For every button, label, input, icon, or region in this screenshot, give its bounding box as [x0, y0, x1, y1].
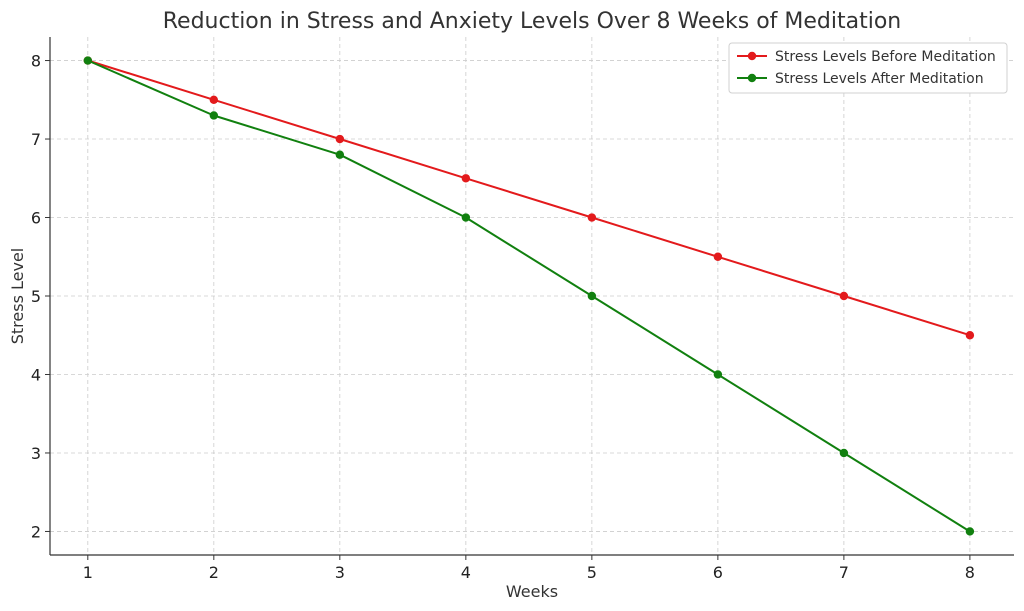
data-point [209, 111, 219, 120]
data-point [335, 134, 345, 144]
x-tick-label: 2 [209, 563, 219, 582]
legend-label: Stress Levels Before Meditation [775, 49, 996, 65]
data-point [209, 95, 219, 104]
x-tick-label: 3 [335, 563, 345, 582]
legend-marker [747, 51, 757, 61]
y-tick-label: 3 [31, 444, 41, 463]
x-tick-label: 7 [839, 563, 849, 582]
data-point [713, 252, 723, 261]
y-tick-label: 8 [31, 52, 41, 71]
y-axis-title: Stress Level [8, 248, 27, 345]
legend-item-2: Stress Levels After Meditation [737, 71, 984, 87]
series-1 [83, 56, 975, 340]
legend-label: Stress Levels After Meditation [775, 71, 984, 87]
y-tick-label: 7 [31, 130, 41, 149]
legend: Stress Levels Before Meditation Stress Le… [728, 42, 1008, 94]
x-axis-title: Weeks [506, 582, 558, 601]
y-tick-label: 2 [31, 522, 41, 541]
series-layer [83, 56, 975, 536]
y-tick-label: 4 [31, 365, 41, 384]
data-point [587, 213, 597, 222]
data-point [713, 370, 723, 379]
x-tick-label: 5 [587, 563, 597, 582]
x-tick-label: 1 [83, 563, 93, 582]
series-line [87, 59, 971, 533]
data-point [839, 448, 849, 458]
grid-lines [50, 37, 1014, 555]
data-point [335, 150, 345, 159]
data-point [839, 291, 849, 301]
x-tick-label: 8 [965, 563, 975, 582]
legend-item-1: Stress Levels Before Meditation [737, 49, 996, 65]
data-point [965, 527, 975, 536]
data-point [461, 213, 471, 222]
chart-title: Reduction in Stress and Anxiety Levels O… [163, 9, 902, 34]
legend-marker [747, 73, 757, 83]
legend-box [728, 42, 1008, 94]
series-line [87, 59, 971, 337]
data-point [83, 56, 93, 65]
data-point [965, 331, 975, 340]
data-point [587, 291, 597, 301]
x-tick-label: 4 [461, 563, 471, 582]
x-tick-label: 6 [713, 563, 723, 582]
series-2 [83, 56, 975, 536]
tick-labels: 1 2 3 4 5 6 7 8 2 3 4 5 6 7 8 [31, 52, 975, 582]
data-point [461, 174, 471, 183]
y-tick-label: 6 [31, 209, 41, 228]
legend-items: Stress Levels Before Meditation Stress Le… [737, 49, 996, 87]
y-tick-label: 5 [31, 287, 41, 306]
